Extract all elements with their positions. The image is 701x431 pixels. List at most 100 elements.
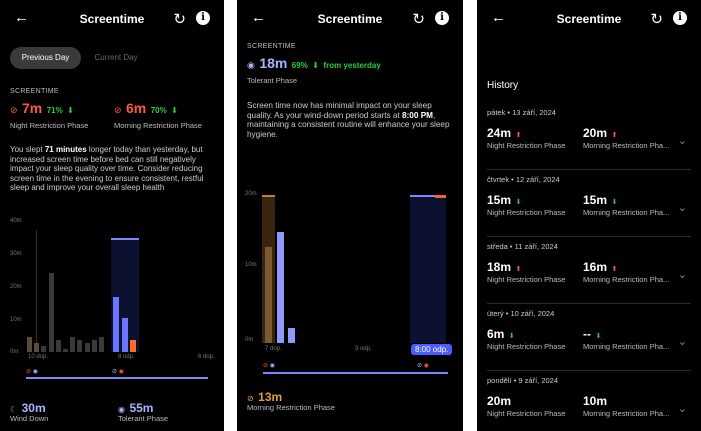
- chart-bar: [48, 272, 54, 352]
- x-tick: 7 dop.: [265, 346, 282, 352]
- chevron-down-icon[interactable]: ⌄: [677, 202, 687, 214]
- y-tick: 0m: [10, 349, 19, 355]
- restriction-window: [410, 195, 446, 343]
- bars-day: [27, 230, 109, 352]
- chevron-down-icon[interactable]: ⌄: [677, 403, 687, 415]
- chevron-down-icon[interactable]: ⌄: [677, 336, 687, 348]
- night-stat: 24m ⬆: [487, 124, 521, 142]
- phase-icons: ⊘ ◉: [263, 363, 275, 369]
- morning-stat: ⊘ 13m: [247, 388, 282, 406]
- y-tick: 10m: [245, 262, 257, 268]
- info-icon[interactable]: i: [196, 11, 210, 25]
- morning-value: 6m: [126, 100, 147, 116]
- morning-stat: -- ⬇: [583, 325, 601, 343]
- eye-off-icon: ⊘: [247, 394, 254, 403]
- chart-bar: [63, 348, 68, 352]
- history-date: středa • 11 září, 2024: [487, 242, 558, 251]
- history-row[interactable]: středa • 11 září, 2024 18m ⬆ Night Restric…: [487, 238, 691, 304]
- tolerant-label: Tolerant Phase: [118, 414, 169, 423]
- moon-icon: ☾: [10, 405, 18, 414]
- morning-stat: 10m: [583, 392, 607, 410]
- screentime-chart: 40m 30m 20m 10m 0m 10 dop. 8 odp. 6 dop.: [10, 218, 220, 360]
- panel-history: ← Screentime ↻ i History pátek • 13 září…: [477, 0, 701, 431]
- back-arrow-icon[interactable]: ←: [251, 9, 266, 26]
- night-value: 6m: [487, 327, 505, 341]
- header: ← Screentime ↻ i: [0, 0, 224, 38]
- info-icon[interactable]: i: [435, 11, 449, 25]
- chart-bar: [84, 342, 90, 352]
- arrow-down-icon: ⬇: [595, 333, 602, 340]
- tolerant-value: 18m: [259, 55, 288, 71]
- arrow-down-icon: ⬇: [171, 106, 178, 115]
- summary-text: Screen time now has minimal impact on yo…: [247, 101, 450, 139]
- night-pct: 71%: [46, 106, 63, 115]
- panel-previous-day: ← Screentime ↻ i Previous Day Current Da…: [0, 0, 224, 431]
- eye-icon: ◉: [247, 60, 255, 70]
- night-label: Night Restriction Phase: [487, 409, 566, 418]
- morning-label: Morning Restriction Phase: [247, 403, 335, 412]
- arrow-down-icon: ⬇: [508, 333, 515, 340]
- time-badge: 8:00 odp.: [411, 344, 453, 355]
- arrow-up-icon: ⬆: [515, 132, 522, 139]
- back-arrow-icon[interactable]: ←: [14, 9, 29, 26]
- arrow-down-icon: ⬇: [67, 106, 74, 115]
- wind-down-value: 30m: [21, 401, 46, 415]
- phase-icons-night: ⊘ ◉: [417, 363, 429, 369]
- arrow-up-icon: ⬆: [515, 266, 522, 273]
- y-tick: 10m: [10, 317, 22, 323]
- phase-icons: ⊘ ◉: [26, 369, 38, 375]
- eye-icon: ◉: [118, 405, 125, 414]
- back-arrow-icon[interactable]: ←: [491, 9, 506, 26]
- morning-label: Morning Restriction Pha...: [583, 141, 670, 150]
- night-value: 7m: [22, 100, 43, 116]
- tab-previous-day[interactable]: Previous Day: [10, 47, 81, 69]
- chart-bar: [265, 246, 272, 343]
- y-tick: 40m: [10, 218, 22, 224]
- refresh-icon[interactable]: ↻: [412, 11, 425, 28]
- night-value: 20m: [487, 394, 512, 408]
- history-row[interactable]: pondělí • 9 září, 2024 20m Night Restrict…: [487, 372, 691, 431]
- x-tick: 6 dop.: [198, 354, 215, 360]
- chevron-down-icon[interactable]: ⌄: [677, 135, 687, 147]
- phase-icons-night: ⊘ ◉: [112, 369, 124, 375]
- history-row[interactable]: úterý • 10 září, 2024 6m ⬇ Night Restricti…: [487, 305, 691, 371]
- chart-bar: [130, 339, 136, 352]
- history-row[interactable]: pátek • 13 září, 2024 24m ⬆ Night Restrict…: [487, 104, 691, 170]
- history-date: čtvrtek • 12 září, 2024: [487, 175, 560, 184]
- chart-bar: [276, 232, 284, 343]
- history-row[interactable]: čtvrtek • 12 září, 2024 15m ⬇ Night Restri…: [487, 171, 691, 237]
- y-tick: 20m: [10, 284, 22, 290]
- morning-value: 16m: [583, 260, 608, 274]
- chart-bar: [55, 339, 61, 352]
- morning-label: Morning Restriction Phase: [114, 121, 202, 130]
- night-label: Night Restriction Phase: [487, 342, 566, 351]
- panel-current-day: ← Screentime ↻ i SCREENTIME ◉ 18m 69% ⬇ …: [237, 0, 463, 431]
- refresh-icon[interactable]: ↻: [650, 11, 663, 28]
- night-stat: 18m ⬆: [487, 258, 521, 276]
- bars-night: [113, 230, 139, 352]
- info-icon[interactable]: i: [673, 11, 687, 25]
- night-label: Night Restriction Phase: [487, 141, 566, 150]
- morning-value: 15m: [583, 193, 608, 207]
- chart-bar: [77, 339, 83, 352]
- arrow-down-icon: ⬇: [515, 199, 522, 206]
- arrow-up-icon: ⬆: [611, 132, 618, 139]
- y-tick: 20m: [245, 191, 257, 197]
- page-title: Screentime: [79, 12, 145, 26]
- tab-current-day[interactable]: Current Day: [94, 53, 138, 62]
- chevron-down-icon[interactable]: ⌄: [677, 269, 687, 281]
- x-tick: 3 odp.: [355, 346, 372, 352]
- chart-bar: [288, 328, 295, 343]
- y-tick: 0m: [245, 337, 254, 343]
- history-date: pátek • 13 září, 2024: [487, 108, 556, 117]
- section-label: SCREENTIME: [10, 88, 59, 95]
- chart-bar: [70, 336, 76, 352]
- night-label: Night Restriction Phase: [487, 208, 566, 217]
- morning-stat: 15m ⬇: [583, 191, 617, 209]
- phase-track: [26, 377, 208, 379]
- night-stat: 6m ⬇: [487, 325, 515, 343]
- night-stat: 20m: [487, 392, 511, 410]
- refresh-icon[interactable]: ↻: [173, 11, 186, 28]
- summary-text: You slept 71 minutes longer today than y…: [10, 145, 204, 192]
- night-stat: ⊘ 7m 71% ⬇: [10, 100, 74, 118]
